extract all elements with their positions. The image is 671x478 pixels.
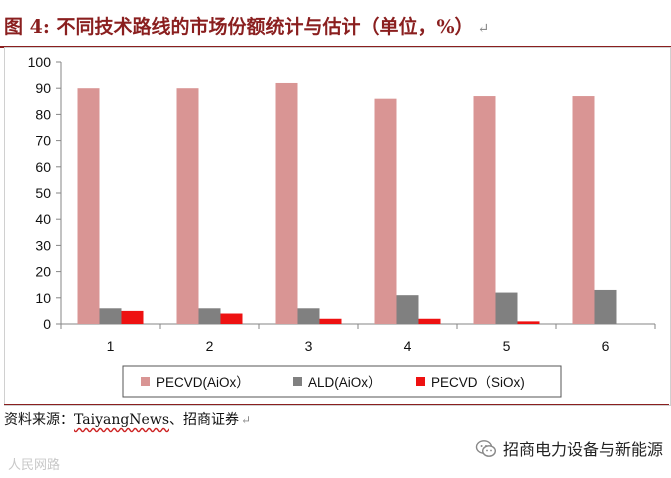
bar-pecvd-siox	[319, 318, 342, 324]
bar-pecvd-aiox	[473, 96, 496, 324]
bar-pecvd-aiox	[275, 82, 298, 325]
y-tick-label: 60	[35, 159, 51, 175]
wechat-account: 招商电力设备与新能源	[475, 436, 663, 460]
legend-label: PECVD(AiOx）	[156, 375, 250, 390]
source-brand: TaiyangNews	[74, 412, 170, 428]
wechat-icon	[475, 438, 497, 460]
source-note: 资料来源：TaiyangNews、招商证券 ↵	[4, 404, 669, 435]
watermark: 人民网路	[8, 454, 60, 473]
bar-pecvd-siox	[418, 318, 441, 324]
y-tick-label: 50	[35, 185, 51, 201]
source-suffix: 、招商证券	[169, 412, 240, 428]
bar-ald-aiox	[594, 289, 617, 324]
chart-title-text: 图 4: 不同技术路线的市场份额统计与估计（单位，%）	[4, 16, 474, 38]
legend-swatch	[141, 377, 150, 386]
source-prefix: 资料来源：	[4, 412, 74, 428]
bar-ald-aiox	[297, 308, 320, 324]
legend-box	[122, 365, 562, 398]
bar-pecvd-aiox	[572, 96, 595, 324]
y-tick-label: 100	[28, 54, 52, 70]
y-tick-label: 20	[35, 264, 51, 280]
x-tick-label: 5	[503, 338, 511, 354]
paragraph-mark: ↵	[477, 21, 490, 37]
x-tick-label: 2	[206, 338, 214, 354]
bar-pecvd-aiox	[77, 88, 100, 324]
x-tick-label: 1	[107, 338, 115, 354]
bar-pecvd-siox	[121, 310, 144, 324]
x-tick-label: 3	[305, 338, 313, 354]
chart-frame: 0 10 20 30 40 50 60 70 80 90 100 1 2 3 4 5 6 PECVD(AiOx） A…	[4, 47, 671, 406]
y-tick-label: 30	[35, 237, 51, 253]
bar-ald-aiox	[99, 308, 122, 324]
bar-ald-aiox	[198, 308, 221, 324]
y-tick-label: 70	[35, 133, 51, 149]
bar-pecvd-aiox	[374, 98, 397, 325]
bar-ald-aiox	[495, 292, 518, 324]
wechat-account-name: 招商电力设备与新能源	[502, 440, 663, 459]
bar-pecvd-siox	[517, 321, 540, 324]
y-tick-label: 10	[35, 290, 51, 306]
legend-swatch	[293, 377, 302, 386]
bar-pecvd-aiox	[176, 88, 199, 324]
y-tick-label: 90	[35, 80, 51, 96]
watermark-text: 人民网路	[8, 458, 61, 473]
legend-label: PECVD（SiOx)	[431, 375, 525, 390]
bar-chart: 0 10 20 30 40 50 60 70 80 90 100 1 2 3 4 5 6 PECVD(AiOx） A…	[28, 54, 656, 398]
paragraph-mark: ↵	[241, 413, 252, 427]
y-tick-label: 0	[43, 316, 51, 332]
x-tick-label: 4	[404, 338, 412, 354]
bar-pecvd-siox	[220, 313, 243, 324]
title-bar: 图 4: 不同技术路线的市场份额统计与估计（单位，%） ↵	[0, 8, 671, 48]
legend-swatch	[416, 377, 425, 386]
bar-ald-aiox	[396, 295, 419, 324]
y-tick-label: 40	[35, 211, 51, 227]
x-tick-label: 6	[602, 338, 610, 354]
chart-title: 图 4: 不同技术路线的市场份额统计与估计（单位，%） ↵	[4, 8, 489, 48]
legend-label: ALD(AiOx）	[308, 375, 382, 390]
y-tick-label: 80	[35, 106, 51, 122]
